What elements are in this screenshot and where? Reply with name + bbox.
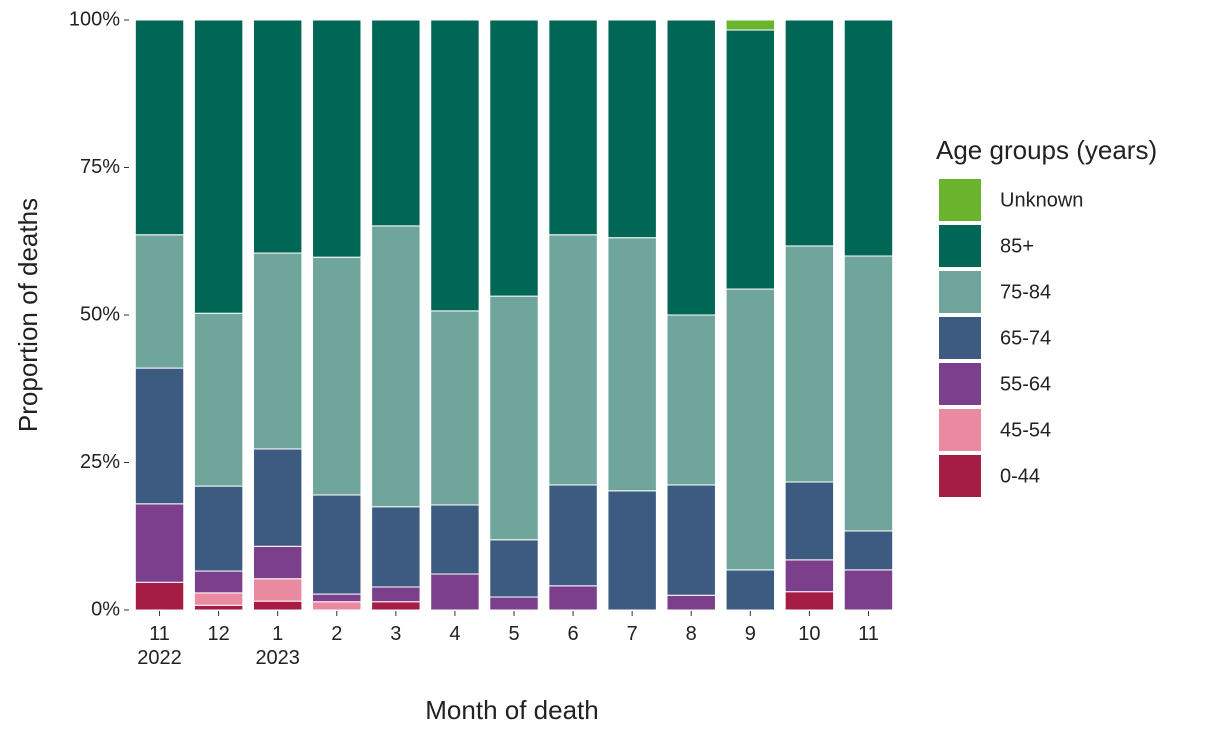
bar-segment: [134, 581, 185, 611]
bar-segment: [784, 245, 835, 483]
bar-segment: [193, 604, 244, 611]
legend-label: 65-74: [1000, 327, 1051, 349]
bar-segment: [725, 29, 776, 290]
bar-segment: [725, 288, 776, 571]
bar-segment: [666, 484, 716, 596]
x-tick-label: 2: [331, 623, 343, 645]
bar-segment: [193, 19, 244, 314]
x-tick-label: 4: [449, 623, 461, 645]
x-tick-label: 6: [567, 623, 579, 645]
bar-segment: [843, 19, 894, 257]
bar-segment: [784, 559, 835, 593]
y-tick-label: 0%: [91, 598, 120, 620]
legend-swatch: [937, 361, 983, 407]
bar-segment: [666, 314, 716, 486]
x-tick-label: 7: [626, 623, 638, 645]
bar-segment: [784, 591, 835, 611]
bar-segment: [371, 601, 421, 611]
legend-title: Age groups (years): [936, 135, 1157, 165]
bar-segment: [134, 234, 185, 369]
bar-segment: [725, 19, 776, 31]
bar-segment: [548, 234, 598, 486]
legend-swatch: [937, 269, 983, 315]
bar-segment: [725, 569, 776, 611]
y-tick-label: 25%: [80, 451, 120, 473]
bar-segment: [312, 601, 362, 611]
bar-segment: [312, 593, 362, 603]
legend-label: 0-44: [1000, 465, 1040, 487]
bar-segment: [489, 295, 539, 541]
bar-segment: [784, 19, 835, 247]
bar-segment: [371, 225, 421, 508]
bar-segment: [607, 490, 657, 611]
x-tick-label: 12: [207, 623, 230, 645]
bar-segment: [489, 539, 539, 598]
x-tick-label: 11: [858, 623, 879, 645]
bar-segment: [843, 255, 894, 532]
x-tick-label: 10: [798, 623, 821, 645]
bar-segment: [193, 485, 244, 572]
bar-segment: [252, 252, 303, 450]
bar-segment: [312, 256, 362, 496]
bar-segment: [843, 569, 894, 611]
bar-segment: [784, 481, 835, 561]
bar-segment: [430, 504, 480, 575]
legend-swatch: [937, 453, 983, 499]
y-tick-label: 100%: [69, 8, 120, 30]
bar-segment: [666, 19, 716, 316]
bar-segment: [134, 503, 185, 583]
legend-label: 45-54: [1000, 419, 1051, 441]
bar-segment: [134, 367, 185, 505]
bar-segment: [430, 19, 480, 312]
x-tick-label: 11 2022: [137, 623, 182, 669]
bar-segment: [843, 530, 894, 571]
legend-label: Unknown: [1000, 189, 1083, 211]
bar-segment: [607, 237, 657, 492]
bar-segment: [489, 19, 539, 297]
bar-segment: [548, 585, 598, 611]
x-tick-label: 5: [508, 623, 520, 645]
x-tick-label: 1 2023: [255, 623, 300, 669]
bar-segment: [371, 506, 421, 588]
bar-segment: [371, 19, 421, 227]
x-tick-label: 8: [685, 623, 697, 645]
bar-segment: [252, 578, 303, 602]
bar-segment: [312, 494, 362, 595]
legend-swatch: [937, 177, 983, 223]
bar-segment: [134, 19, 185, 236]
bar-segment: [193, 592, 244, 606]
x-tick-label: 9: [744, 623, 756, 645]
x-tick-label: 3: [390, 623, 402, 645]
legend-swatch: [937, 407, 983, 453]
legend-label: 55-64: [1000, 373, 1051, 395]
bar-segment: [252, 448, 303, 547]
bar-segment: [193, 570, 244, 594]
bar-segment: [193, 312, 244, 487]
legend-swatch: [937, 315, 983, 361]
x-axis-title: Month of death: [425, 695, 598, 725]
bar-segment: [252, 545, 303, 580]
bar-segment: [252, 19, 303, 254]
bar-segment: [371, 586, 421, 603]
bar-segment: [312, 19, 362, 258]
y-tick-label: 50%: [80, 303, 120, 325]
y-tick-label: 75%: [80, 156, 120, 178]
legend-label: 75-84: [1000, 281, 1051, 303]
bar-segment: [548, 19, 598, 236]
bar-segment: [666, 594, 716, 611]
bar-segment: [252, 600, 303, 611]
bar-segment: [607, 19, 657, 239]
bar-segment: [548, 484, 598, 587]
legend-swatch: [937, 223, 983, 269]
bar-segment: [489, 596, 539, 611]
bar-segment: [430, 310, 480, 506]
legend-label: 85+: [1000, 235, 1034, 257]
y-axis-title: Proportion of deaths: [13, 198, 43, 432]
bar-segment: [430, 573, 480, 611]
